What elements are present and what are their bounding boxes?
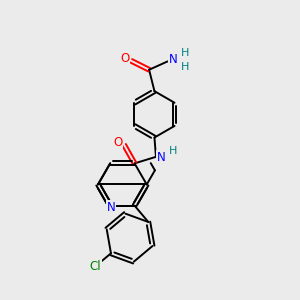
Text: H: H bbox=[169, 146, 177, 157]
Text: O: O bbox=[113, 136, 122, 149]
Text: H: H bbox=[181, 62, 189, 72]
Text: H: H bbox=[181, 48, 189, 58]
Text: O: O bbox=[120, 52, 129, 65]
Text: N: N bbox=[157, 151, 166, 164]
Text: N: N bbox=[169, 53, 177, 66]
Text: N: N bbox=[106, 201, 115, 214]
Text: Cl: Cl bbox=[90, 260, 101, 273]
